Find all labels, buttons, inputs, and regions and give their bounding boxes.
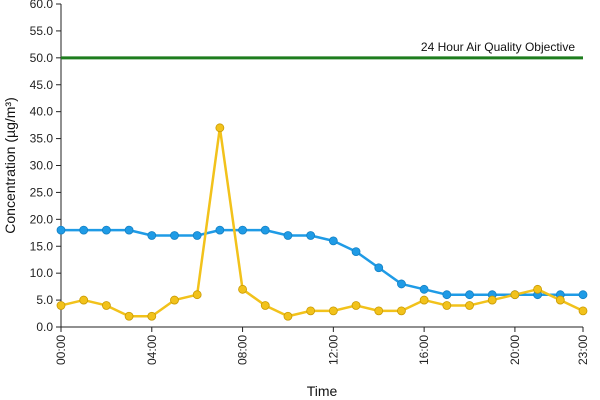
series-1-point xyxy=(238,225,247,235)
series-1-point xyxy=(79,225,89,235)
x-tick-label: 00:00 xyxy=(54,335,68,365)
series-2-point xyxy=(328,306,338,316)
x-axis: 00:00 04:00 08:00 12:00 16:00 20:00 23:00 xyxy=(54,326,590,365)
series-2-line xyxy=(60,126,584,318)
series-2-point xyxy=(56,301,66,310)
series-2-point xyxy=(101,301,111,310)
series-1-point xyxy=(260,225,270,235)
series-1-point xyxy=(283,231,293,240)
y-axis-title: Concentration (µg/m³) xyxy=(2,97,18,233)
y-tick-label: 10.0 xyxy=(30,266,54,280)
x-tick-label: 23:00 xyxy=(576,335,590,365)
series-1-point xyxy=(170,231,179,240)
series-1-point xyxy=(419,284,429,294)
x-tick-label: 20:00 xyxy=(508,335,522,365)
series-2-point xyxy=(124,311,134,321)
series-group xyxy=(56,123,588,321)
y-tick-label: 35.0 xyxy=(30,132,54,146)
series-2-point xyxy=(555,295,565,305)
y-tick-label: 50.0 xyxy=(30,51,54,65)
series-2-point xyxy=(465,301,474,310)
series-1-point xyxy=(56,225,66,235)
series-1-point xyxy=(442,290,452,300)
y-tick-label: 15.0 xyxy=(30,239,54,253)
series-2-point xyxy=(170,295,179,305)
x-tick-label: 04:00 xyxy=(145,335,159,365)
series-2-point xyxy=(215,123,225,133)
series-2-point xyxy=(283,311,293,321)
series-1-point xyxy=(465,290,474,300)
series-1-point xyxy=(578,290,588,300)
series-2-point xyxy=(192,290,202,300)
y-axis: 0.0 5.0 10.0 15.0 20.0 25.0 30.0 35.0 40.0 45.0 50… xyxy=(30,0,62,334)
series-1-point xyxy=(147,231,157,240)
y-tick-label: 20.0 xyxy=(30,212,54,226)
series-1-point xyxy=(351,247,361,257)
x-axis-title: Time xyxy=(307,383,338,399)
objective-annotation: 24 Hour Air Quality Objective xyxy=(421,40,575,54)
objective-line-group: 24 Hour Air Quality Objective xyxy=(61,40,583,60)
series-1-point xyxy=(374,263,384,273)
series-2-point xyxy=(351,301,361,310)
series-2-point xyxy=(306,306,316,316)
series-2-point xyxy=(260,301,270,310)
y-tick-label: 40.0 xyxy=(30,105,54,119)
y-tick-label: 5.0 xyxy=(36,293,53,307)
y-tick-label: 25.0 xyxy=(30,185,54,199)
series-2-point xyxy=(510,290,520,300)
y-tick-label: 45.0 xyxy=(30,78,54,92)
series-1-line xyxy=(61,228,583,296)
series-2-point xyxy=(374,306,384,316)
x-tick-label: 16:00 xyxy=(417,335,431,365)
series-2-point xyxy=(238,284,247,294)
x-tick-label: 12:00 xyxy=(326,335,340,365)
series-1-point xyxy=(124,225,134,235)
x-tick-label: 08:00 xyxy=(236,335,250,365)
series-1-point xyxy=(328,236,338,246)
series-2-point xyxy=(397,306,406,316)
series-1-point xyxy=(397,279,406,289)
series-1-point xyxy=(101,225,111,235)
series-1-point xyxy=(306,231,316,240)
series-1-point xyxy=(192,231,202,240)
series-2-point xyxy=(147,311,157,321)
series-2-point xyxy=(79,295,89,305)
y-tick-label: 0.0 xyxy=(36,320,53,334)
y-tick-label: 55.0 xyxy=(30,24,54,38)
y-tick-label: 60.0 xyxy=(30,0,54,11)
series-2-point xyxy=(442,301,452,310)
series-2-point xyxy=(487,295,497,305)
y-tick-label: 30.0 xyxy=(30,159,54,173)
series-2-point xyxy=(578,306,588,316)
series-2-point xyxy=(533,284,543,294)
series-2-point xyxy=(419,295,429,305)
series-1-point xyxy=(215,225,225,235)
